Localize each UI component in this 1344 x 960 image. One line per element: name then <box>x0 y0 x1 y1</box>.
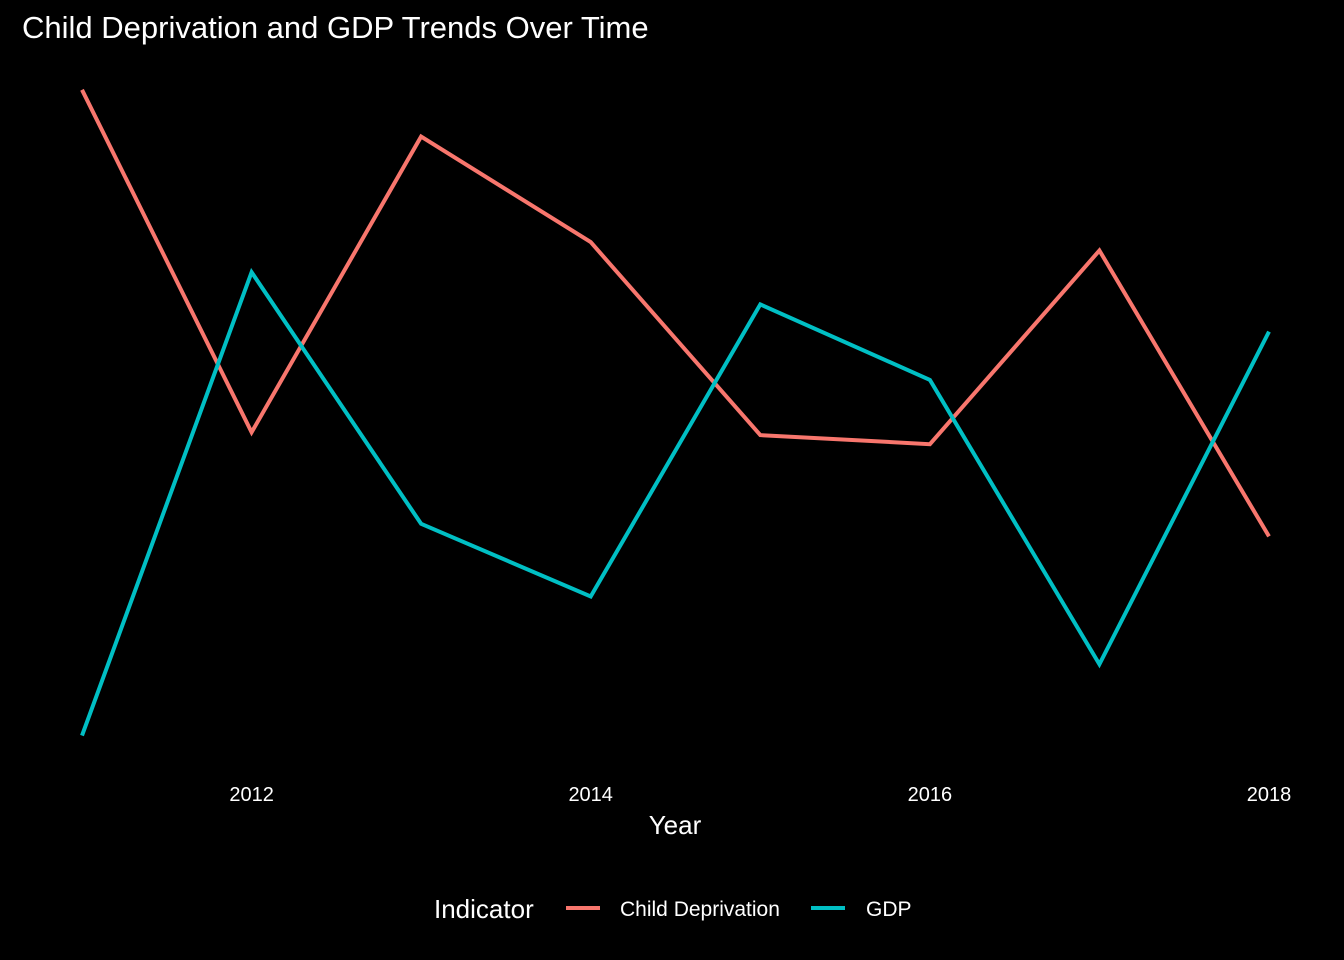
series-line-gdp <box>80 267 1271 737</box>
chart-title: Child Deprivation and GDP Trends Over Ti… <box>22 10 649 45</box>
x-axis-label: Year <box>649 810 702 840</box>
x-tick-label-2012: 2012 <box>229 784 274 806</box>
legend-label-gdp: GDP <box>866 898 912 921</box>
x-axis-ticks: 2012 2014 2016 2018 <box>229 784 1291 806</box>
x-tick-label-2016: 2016 <box>908 784 953 806</box>
x-tick-label-2018: 2018 <box>1247 784 1292 806</box>
legend: Indicator Child Deprivation GDP <box>434 894 912 924</box>
x-tick-label-2014: 2014 <box>568 784 613 806</box>
legend-title: Indicator <box>434 894 534 924</box>
plot-area <box>80 88 1271 737</box>
series-line-child-deprivation <box>80 88 1271 538</box>
legend-label-child-deprivation: Child Deprivation <box>620 898 780 921</box>
